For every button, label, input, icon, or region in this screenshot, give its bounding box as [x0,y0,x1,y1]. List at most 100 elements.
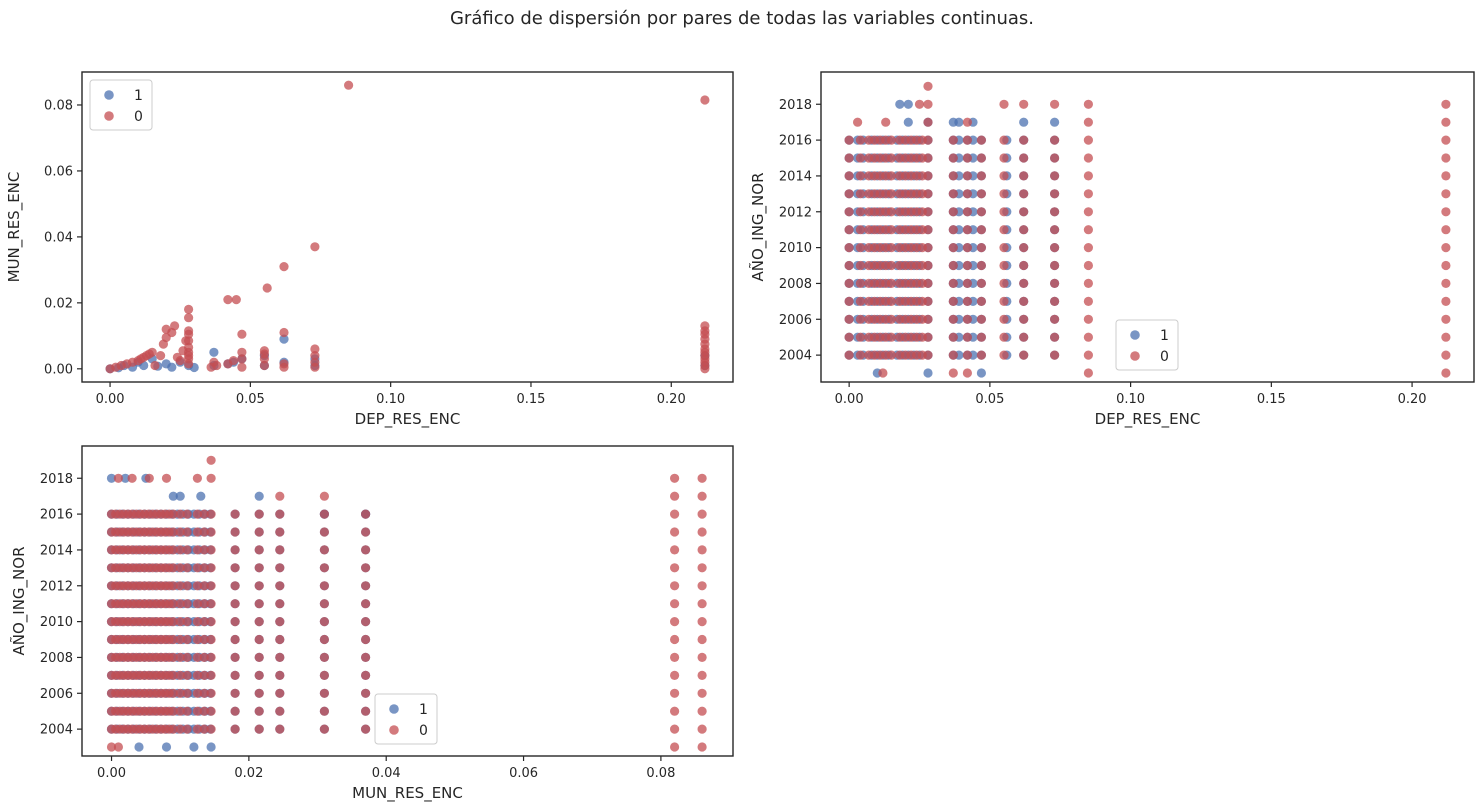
data-point-series-0 [319,670,329,681]
data-point-series-0 [319,581,329,591]
data-point-series-0 [697,634,707,645]
data-point-series-0 [976,207,987,217]
data-point-series-0 [999,260,1009,271]
data-point-series-1 [1050,117,1060,127]
y-tick-label: 0.00 [44,362,73,377]
data-point-series-0 [230,670,240,681]
x-tick-label: 0.06 [509,766,538,781]
data-point-series-1 [120,473,130,483]
data-point-series-0 [275,634,285,645]
legend-marker-1 [104,90,114,100]
data-point-series-0 [275,509,285,519]
y-tick-label: 2012 [40,579,73,594]
data-point-series-0 [1050,171,1060,181]
data-point-series-0 [310,351,320,361]
data-point-series-0 [144,473,154,483]
data-point-series-1 [206,742,216,752]
y-tick-label: 2012 [779,205,812,220]
data-point-series-0 [962,207,973,217]
data-point-series-0 [182,545,192,555]
data-point-series-0 [147,347,157,357]
data-point-series-0 [254,652,264,663]
data-point-series-0 [275,491,285,501]
data-point-series-0 [948,171,958,181]
y-tick-label: 2016 [40,508,73,523]
data-point-series-0 [923,99,933,109]
data-point-series-0 [237,362,247,372]
data-point-series-0 [199,545,209,555]
legend-marker-1 [1130,330,1140,340]
legend-label-1: 1 [419,702,428,718]
data-point-series-0 [182,634,192,645]
data-point-series-0 [192,527,202,537]
data-point-series-0 [1083,207,1093,217]
points-group [105,80,710,374]
data-point-series-0 [844,350,854,360]
data-point-series-0 [206,634,216,645]
y-tick-label: 2008 [40,651,73,666]
y-tick-label: 2014 [40,543,73,558]
y-tick-label: 2018 [779,98,812,113]
data-point-series-0 [230,599,240,609]
scatter-panel-3: 0.00 0.02 0.04 0.06 0.08 2004 2006 2008 2010 2012… [9,445,734,803]
data-point-series-0 [182,527,192,537]
data-point-series-0 [948,153,958,163]
data-point-series-0 [361,581,371,591]
data-point-series-0 [1441,350,1451,360]
data-point-series-0 [1441,99,1451,109]
data-point-series-0 [670,742,680,752]
data-point-series-0 [886,207,897,217]
data-point-series-0 [962,332,973,342]
y-tick-label: 2010 [779,241,812,256]
data-point-series-0 [199,724,209,734]
points-group [106,455,707,752]
data-point-series-0 [237,347,247,357]
data-point-series-0 [254,545,264,555]
data-point-series-0 [962,225,973,235]
data-point-series-0 [948,296,958,306]
data-point-series-0 [844,189,854,199]
data-point-series-0 [962,278,973,288]
data-point-series-0 [886,314,897,324]
data-point-series-0 [275,670,285,681]
legend-marker-0 [104,111,114,121]
data-point-series-0 [670,706,680,716]
data-point-series-0 [948,278,958,288]
data-point-series-0 [127,473,137,483]
legend-marker-0 [389,725,399,735]
data-point-series-0 [175,688,185,698]
data-point-series-0 [206,617,216,627]
data-point-series-0 [192,581,202,591]
legend-marker-1 [389,704,399,714]
data-point-series-0 [168,599,178,609]
data-point-series-0 [113,473,123,483]
data-point-series-0 [230,634,240,645]
x-tick-label: 0.00 [97,766,126,781]
data-point-series-0 [962,243,973,253]
data-point-series-0 [855,189,866,199]
data-point-series-0 [855,260,866,271]
data-point-series-0 [976,332,987,342]
data-point-series-0 [182,724,192,734]
data-point-series-0 [670,545,680,555]
data-point-series-0 [113,742,123,752]
x-axis-label: DEP_RES_ENC [355,410,461,429]
data-point-series-0 [1019,99,1029,109]
data-point-series-1 [134,742,144,752]
data-point-series-0 [175,617,185,627]
data-point-series-0 [1441,171,1451,181]
data-point-series-0 [855,225,866,235]
data-point-series-0 [1441,278,1451,288]
data-point-series-0 [976,243,987,253]
legend-label-1: 1 [1160,328,1169,344]
data-point-series-0 [1019,243,1029,253]
data-point-series-0 [976,314,987,324]
data-point-series-0 [855,278,866,288]
data-point-series-0 [670,634,680,645]
data-point-series-0 [1083,171,1093,181]
data-point-series-0 [184,336,194,346]
data-point-series-0 [1441,225,1451,235]
data-point-series-0 [192,473,202,483]
data-point-series-0 [697,652,707,663]
data-point-series-0 [206,706,216,716]
